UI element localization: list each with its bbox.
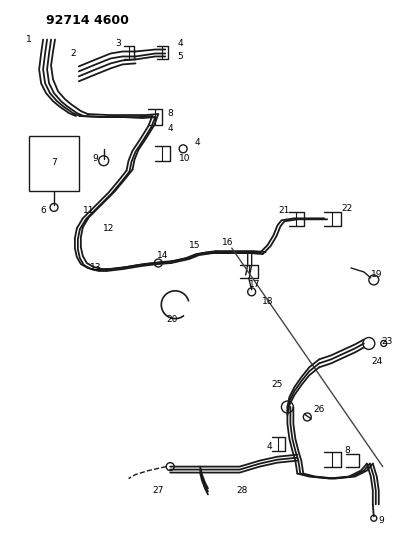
Text: 4: 4 bbox=[167, 124, 173, 133]
Text: 8: 8 bbox=[167, 109, 173, 118]
Text: 5: 5 bbox=[177, 52, 183, 61]
Text: 4: 4 bbox=[194, 139, 200, 147]
Text: 17: 17 bbox=[249, 280, 260, 289]
Text: 27: 27 bbox=[153, 486, 164, 495]
Text: 1: 1 bbox=[26, 35, 32, 44]
Text: 92714 4600: 92714 4600 bbox=[46, 14, 129, 27]
Text: 20: 20 bbox=[166, 315, 178, 324]
Text: 18: 18 bbox=[262, 297, 273, 306]
Text: 15: 15 bbox=[189, 240, 201, 249]
Text: 24: 24 bbox=[371, 357, 382, 366]
Text: 7: 7 bbox=[51, 158, 57, 167]
Text: 4: 4 bbox=[177, 39, 183, 48]
Text: 9: 9 bbox=[93, 154, 99, 163]
Text: 11: 11 bbox=[83, 206, 95, 215]
Text: 12: 12 bbox=[103, 224, 114, 233]
Text: 4: 4 bbox=[267, 442, 272, 451]
Text: 26: 26 bbox=[314, 405, 325, 414]
Text: 9: 9 bbox=[378, 516, 384, 525]
Text: 3: 3 bbox=[116, 39, 121, 48]
Text: 16: 16 bbox=[222, 238, 234, 247]
Text: 22: 22 bbox=[341, 204, 353, 213]
Text: 6: 6 bbox=[40, 206, 46, 215]
Text: 14: 14 bbox=[157, 251, 168, 260]
Text: 10: 10 bbox=[179, 154, 191, 163]
Text: 25: 25 bbox=[272, 379, 283, 389]
Text: 21: 21 bbox=[279, 206, 290, 215]
Text: 13: 13 bbox=[90, 263, 102, 272]
Text: 19: 19 bbox=[371, 270, 382, 279]
Text: 8: 8 bbox=[344, 446, 350, 455]
Bar bbox=[29, 136, 79, 190]
Text: 2: 2 bbox=[70, 49, 76, 58]
Text: 28: 28 bbox=[236, 486, 247, 495]
Text: 23: 23 bbox=[381, 337, 393, 346]
